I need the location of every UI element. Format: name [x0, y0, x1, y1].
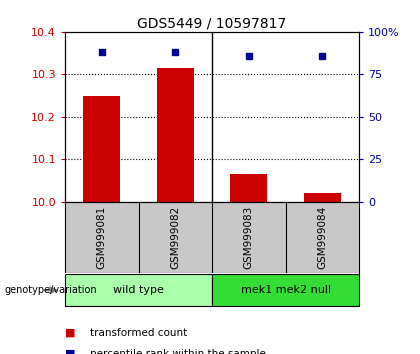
Bar	[84, 96, 120, 202]
Text: wild type: wild type	[113, 285, 164, 295]
Text: ■: ■	[65, 349, 76, 354]
Text: GSM999081: GSM999081	[97, 206, 107, 269]
Text: GSM999084: GSM999084	[318, 206, 327, 269]
Bar	[65, 274, 212, 306]
Text: transformed count: transformed count	[90, 328, 188, 338]
Bar	[304, 193, 341, 202]
Text: GSM999082: GSM999082	[171, 206, 180, 269]
Text: genotype/variation: genotype/variation	[4, 285, 97, 295]
Text: percentile rank within the sample: percentile rank within the sample	[90, 349, 266, 354]
Text: mek1 mek2 null: mek1 mek2 null	[241, 285, 331, 295]
Text: GSM999083: GSM999083	[244, 206, 254, 269]
Bar	[157, 68, 194, 202]
Text: ■: ■	[65, 328, 76, 338]
Title: GDS5449 / 10597817: GDS5449 / 10597817	[137, 17, 287, 31]
Bar	[231, 174, 267, 202]
Bar	[212, 274, 359, 306]
